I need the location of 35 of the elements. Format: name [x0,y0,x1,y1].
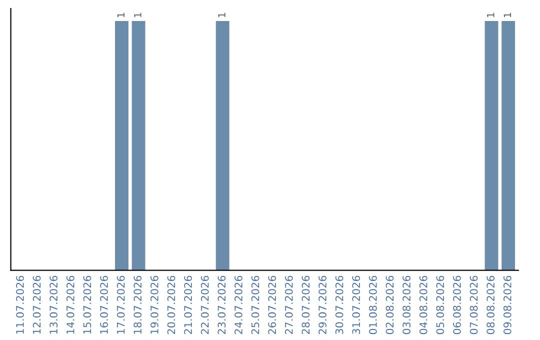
x-tick-label: 17.07.2026 [116,276,125,334]
data-label: 1 [117,12,124,18]
x-tick-label: 23.07.2026 [218,276,226,334]
x-tick-label: 12.07.2026 [32,276,41,334]
x-tick-label: 29.07.2026 [318,276,326,334]
x-tick-label: 27.07.2026 [284,276,293,334]
x-tick-label: 11.07.2026 [16,276,24,334]
x-tick-label: 21.07.2026 [184,276,192,334]
x-tick-label: 03.08.2026 [402,276,410,334]
x-tick-label: 30.07.2026 [335,276,344,334]
x-tick-label: 13.07.2026 [50,276,58,334]
x-tick-label: 26.07.2026 [268,276,276,334]
data-label: 1 [487,12,494,18]
x-tick-label: 19.07.2026 [150,276,158,334]
data-label: 1 [218,12,226,18]
x-tick-label: 02.08.2026 [386,276,394,334]
x-tick-label: 28.07.2026 [302,276,310,334]
data-label: 1 [504,12,511,18]
x-tick-label: 14.07.2026 [66,276,74,334]
x-tick-label: 22.07.2026 [200,276,209,334]
x-tick-label: 31.07.2026 [352,276,360,334]
x-tick-label: 04.08.2026 [419,276,428,334]
x-tick-label: 24.07.2026 [234,276,242,334]
data-label: 1 [134,12,142,18]
x-tick-label: 06.08.2026 [453,276,461,334]
x-tick-label: 08.08.2026 [486,276,495,334]
x-tick-label: 25.07.2026 [251,276,260,334]
x-tick-label: 20.07.2026 [167,276,176,334]
x-tick-label: 05.08.2026 [436,276,444,334]
x-tick-label: 18.07.2026 [134,276,142,334]
x-tick-label: 01.08.2026 [368,276,377,334]
x-tick-label: 09.08.2026 [503,276,512,334]
x-tick-label: 15.07.2026 [83,276,92,334]
x-tick-label: 16.07.2026 [100,276,108,334]
x-tick-label: 07.08.2026 [470,276,478,334]
